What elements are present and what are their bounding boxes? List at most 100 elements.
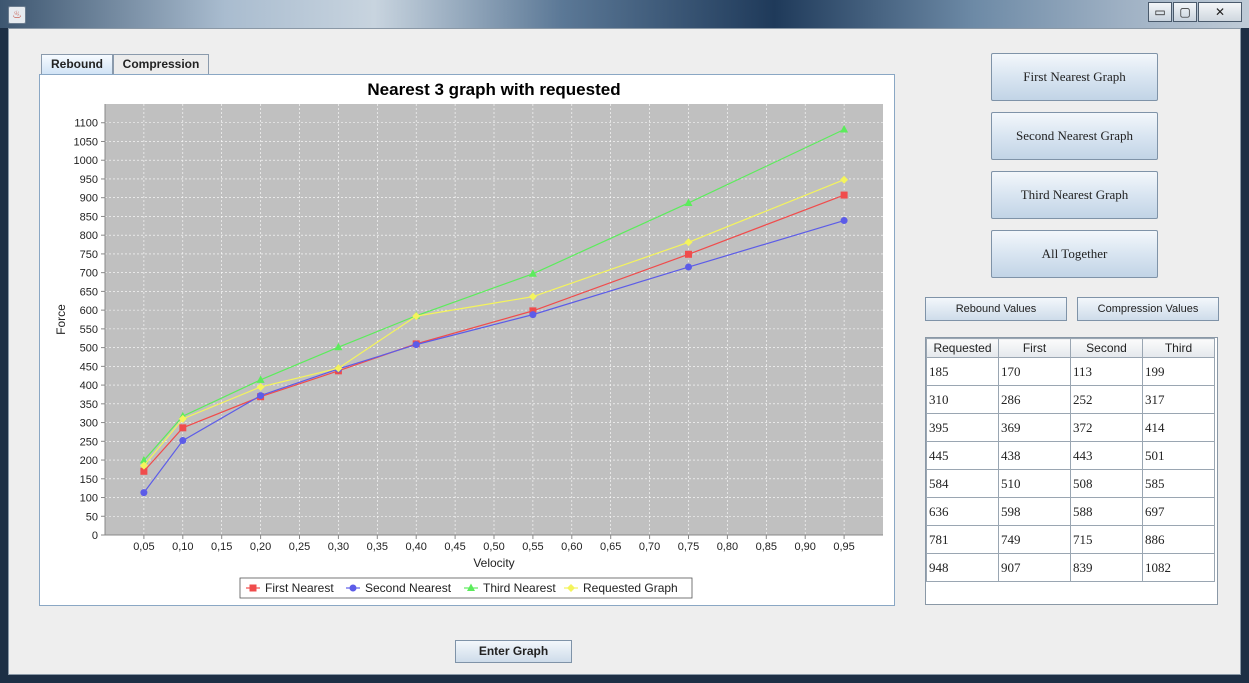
chart-title: Nearest 3 graph with requested	[367, 80, 620, 99]
x-tick-label: 0,05	[133, 541, 154, 553]
x-tick-label: 0,25	[289, 541, 310, 553]
enter-graph-button[interactable]: Enter Graph	[455, 640, 572, 663]
second-nearest-graph-button[interactable]: Second Nearest Graph	[991, 112, 1158, 160]
all-together-button[interactable]: All Together	[991, 230, 1158, 278]
minimize-icon: ▭	[1154, 5, 1166, 19]
data-point	[840, 175, 849, 184]
table-cell[interactable]: 508	[1070, 469, 1143, 498]
x-tick-label: 0,80	[717, 541, 738, 553]
table-cell[interactable]: 510	[998, 469, 1071, 498]
data-point	[256, 382, 265, 391]
table-cell[interactable]: 501	[1142, 441, 1215, 470]
table-cell[interactable]: 948	[926, 553, 999, 582]
y-tick-label: 900	[80, 193, 98, 205]
tab-rebound[interactable]: Rebound	[41, 54, 113, 75]
title-bar[interactable]: ♨ ▭ ▢ ✕	[0, 0, 1249, 28]
rebound-values-button[interactable]: Rebound Values	[925, 297, 1067, 321]
y-tick-label: 400	[80, 380, 98, 392]
table-cell[interactable]: 697	[1142, 497, 1215, 526]
x-tick-label: 0,65	[600, 541, 621, 553]
table-cell[interactable]: 372	[1070, 413, 1143, 442]
table-row[interactable]: 584 510 508 585	[926, 469, 1215, 498]
x-tick-label: 0,90	[794, 541, 815, 553]
table-cell[interactable]: 749	[998, 525, 1071, 554]
y-tick-label: 1000	[74, 155, 98, 167]
data-point	[140, 467, 148, 475]
x-tick-label: 0,30	[328, 541, 349, 553]
values-table: Requested First Second Third 185 170 113 19…	[925, 337, 1218, 605]
minimize-button[interactable]: ▭	[1148, 2, 1172, 22]
column-header-first: First	[998, 338, 1071, 358]
table-cell[interactable]: 598	[998, 497, 1071, 526]
table-cell[interactable]: 170	[998, 357, 1071, 386]
x-tick-label: 0,20	[250, 541, 271, 553]
compression-values-button[interactable]: Compression Values	[1077, 297, 1219, 321]
y-axis-label: Force	[54, 304, 68, 335]
table-row[interactable]: 445 438 443 501	[926, 441, 1215, 470]
table-cell[interactable]: 585	[1142, 469, 1215, 498]
table-row[interactable]: 310 286 252 317	[926, 385, 1215, 414]
column-header-requested: Requested	[926, 338, 999, 358]
x-axis-label: Velocity	[473, 556, 514, 570]
plot-area	[105, 104, 883, 535]
data-point	[179, 437, 187, 445]
third-nearest-graph-button[interactable]: Third Nearest Graph	[991, 171, 1158, 219]
legend-marker	[349, 584, 357, 592]
table-cell[interactable]: 781	[926, 525, 999, 554]
table-cell[interactable]: 113	[1070, 357, 1143, 386]
table-row[interactable]: 948 907 839 1082	[926, 553, 1215, 582]
x-tick-label: 0,55	[522, 541, 543, 553]
data-point	[528, 269, 537, 277]
table-row[interactable]: 185 170 113 199	[926, 357, 1215, 386]
first-nearest-graph-button[interactable]: First Nearest Graph	[991, 53, 1158, 101]
data-point	[139, 455, 148, 464]
table-cell[interactable]: 252	[1070, 385, 1143, 414]
legend-label: Second Nearest	[365, 581, 452, 595]
y-tick-label: 100	[80, 493, 98, 505]
table-cell[interactable]: 317	[1142, 385, 1215, 414]
main-content: Rebound Compression Nearest 3 graph with…	[8, 28, 1241, 675]
data-point	[528, 292, 537, 301]
table-cell[interactable]: 185	[926, 357, 999, 386]
table-cell[interactable]: 438	[998, 441, 1071, 470]
table-cell[interactable]: 310	[926, 385, 999, 414]
table-cell[interactable]: 839	[1070, 553, 1143, 582]
table-cell[interactable]: 715	[1070, 525, 1143, 554]
series-line-2	[143, 128, 845, 461]
table-cell[interactable]: 588	[1070, 497, 1143, 526]
data-point	[529, 311, 537, 319]
data-point	[412, 312, 421, 321]
table-cell[interactable]: 886	[1142, 525, 1215, 554]
data-point	[840, 124, 849, 133]
x-tick-label: 0,60	[561, 541, 582, 553]
x-tick-label: 0,35	[367, 541, 388, 553]
table-cell[interactable]: 1082	[1142, 553, 1215, 582]
table-row[interactable]: 636 598 588 697	[926, 497, 1215, 526]
table-cell[interactable]: 443	[1070, 441, 1143, 470]
table-row[interactable]: 781 749 715 886	[926, 525, 1215, 554]
table-cell[interactable]: 369	[998, 413, 1071, 442]
table-cell[interactable]: 414	[1142, 413, 1215, 442]
x-tick-label: 0,85	[756, 541, 777, 553]
data-point	[334, 364, 343, 373]
maximize-button[interactable]: ▢	[1173, 2, 1197, 22]
legend-label: First Nearest	[265, 581, 334, 595]
legend-marker	[567, 584, 575, 592]
table-cell[interactable]: 199	[1142, 357, 1215, 386]
table-cell[interactable]: 636	[926, 497, 999, 526]
table-row[interactable]: 395 369 372 414	[926, 413, 1215, 442]
y-tick-label: 200	[80, 455, 98, 467]
y-tick-label: 600	[80, 305, 98, 317]
table-cell[interactable]: 907	[998, 553, 1071, 582]
table-cell[interactable]: 395	[926, 413, 999, 442]
close-button[interactable]: ✕	[1198, 2, 1242, 22]
y-tick-label: 650	[80, 286, 98, 298]
table-cell[interactable]: 445	[926, 441, 999, 470]
y-tick-label: 1100	[74, 118, 98, 130]
table-cell[interactable]: 286	[998, 385, 1071, 414]
data-point	[840, 191, 848, 199]
column-header-second: Second	[1070, 338, 1143, 358]
tab-compression[interactable]: Compression	[113, 54, 209, 75]
series-line-3	[143, 179, 845, 467]
table-cell[interactable]: 584	[926, 469, 999, 498]
